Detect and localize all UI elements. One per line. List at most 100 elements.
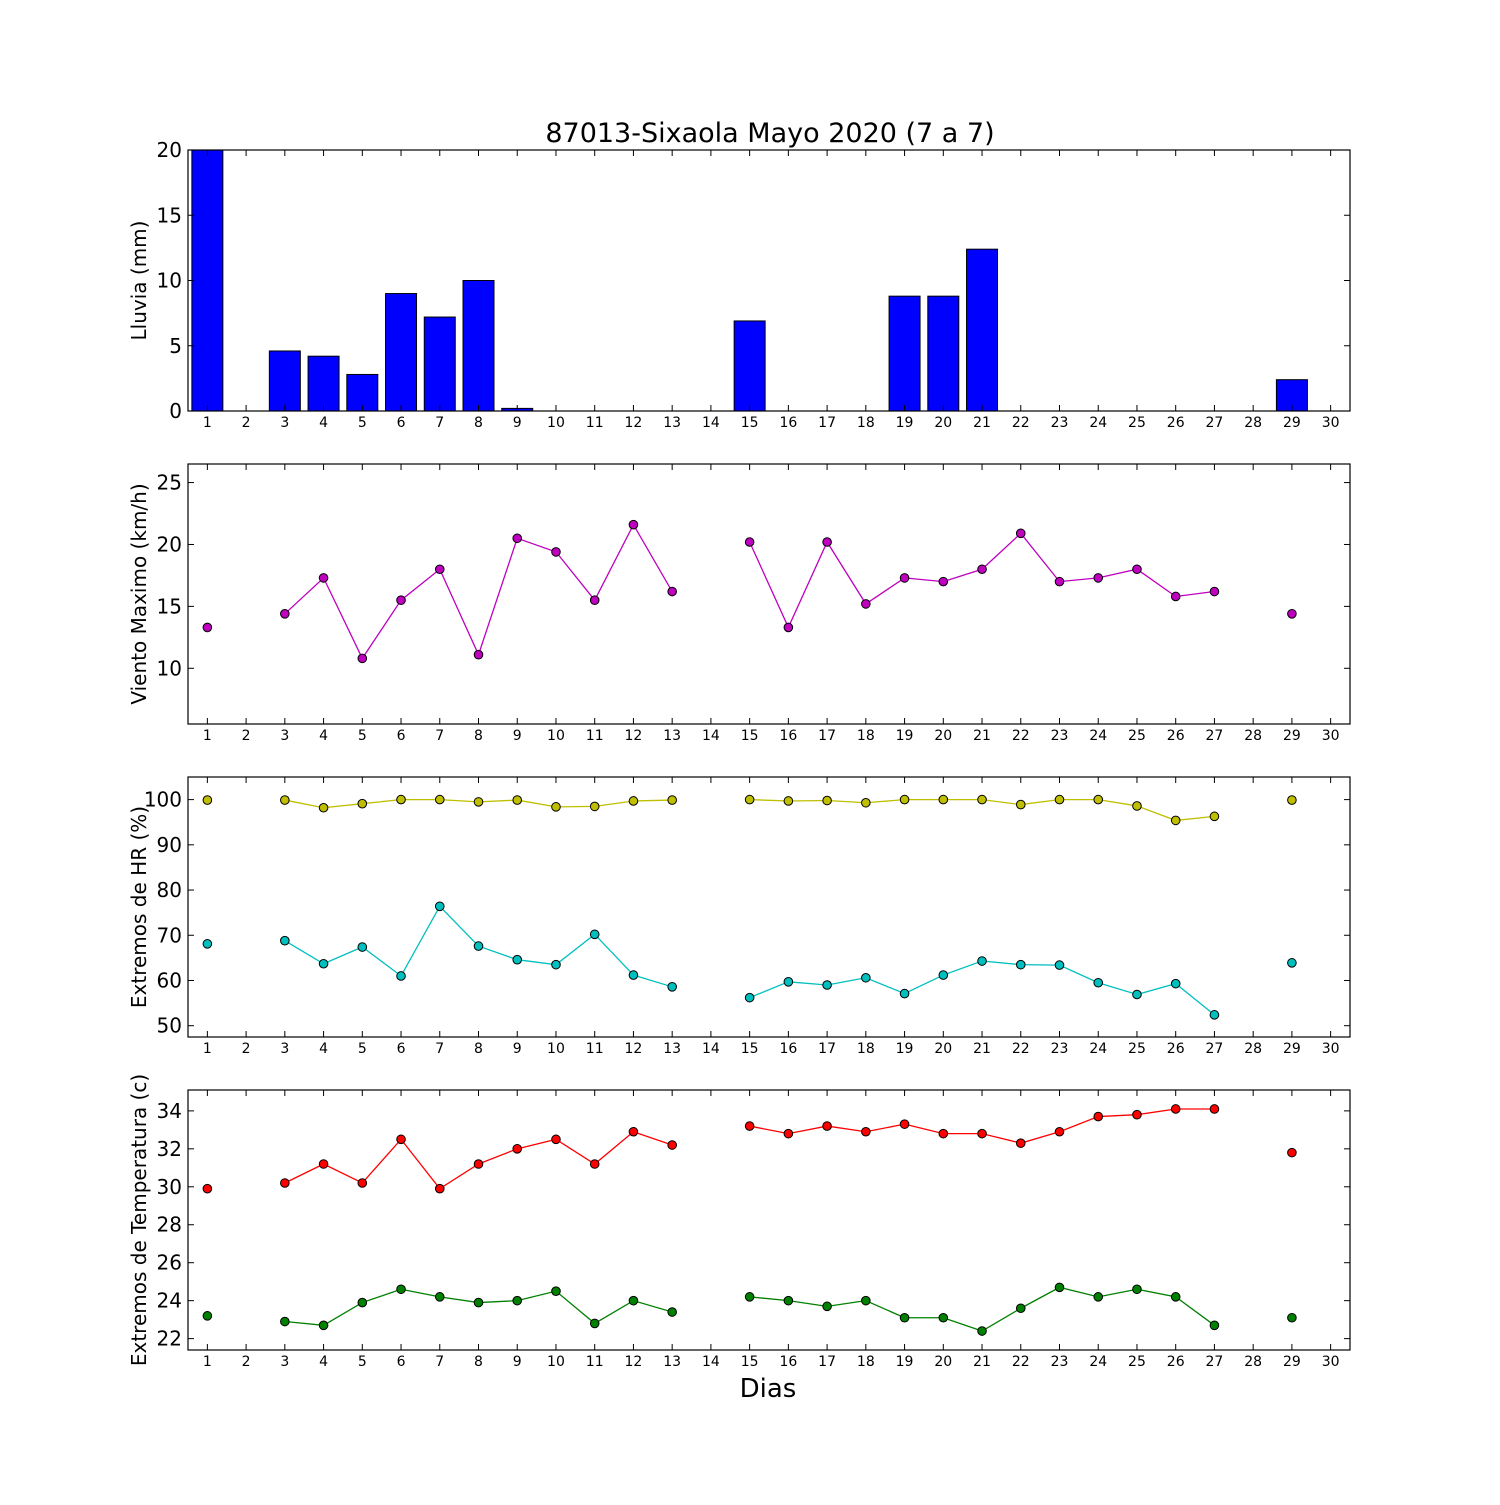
- data-point-day-24: [1093, 977, 1104, 988]
- data-point-day-13: [667, 1307, 677, 1317]
- data-point-day-16: [783, 1295, 794, 1306]
- data-point-day-11: [589, 595, 600, 605]
- data-point-day-23: [1054, 1282, 1065, 1293]
- axes-frame: [187, 776, 1351, 1038]
- data-point-day-7: [434, 901, 445, 912]
- x-tick-label: 19: [896, 728, 914, 744]
- x-tick-label: 20: [934, 1041, 952, 1057]
- bar-day-21: [966, 248, 999, 412]
- data-point-day-26: [1170, 1292, 1181, 1302]
- x-tick-label: 21: [973, 728, 991, 744]
- x-tick-label: 9: [513, 415, 522, 431]
- bar-day-5: [346, 373, 379, 412]
- data-point-day-7: [434, 564, 445, 575]
- x-tick-label: 27: [1206, 415, 1224, 431]
- series-1: [202, 794, 1297, 826]
- x-tick-label: 22: [1012, 1041, 1030, 1057]
- y-axis-label: Extremos de Temperatura (c): [127, 1074, 151, 1366]
- x-tick-label: 1: [203, 415, 212, 431]
- x-tick-label: 23: [1051, 1041, 1069, 1057]
- data-point-day-9: [512, 533, 523, 544]
- x-tick-label: 3: [280, 728, 289, 744]
- x-tick-label: 14: [702, 728, 720, 744]
- data-point-day-10: [551, 959, 561, 970]
- x-tick-label: 17: [818, 415, 836, 431]
- data-point-day-22: [1015, 959, 1026, 970]
- x-tick-label: 10: [547, 1354, 565, 1370]
- y-tick-label: 30: [157, 1175, 182, 1199]
- data-point-day-24: [1093, 1292, 1104, 1302]
- x-tick-label: 26: [1167, 728, 1185, 744]
- data-point-day-10: [551, 1134, 561, 1145]
- data-point-day-18: [861, 1126, 871, 1137]
- x-tick-label: 13: [663, 415, 681, 431]
- data-point-day-12: [628, 796, 639, 806]
- x-tick-label: 13: [663, 1041, 681, 1057]
- x-tick-label: 7: [435, 1041, 444, 1057]
- x-tick-label: 22: [1012, 1354, 1030, 1370]
- data-point-day-4: [318, 1159, 329, 1169]
- data-point-day-6: [396, 971, 406, 981]
- data-point-day-11: [589, 929, 600, 940]
- data-point-day-18: [861, 1295, 871, 1306]
- axes-frame: [187, 1089, 1351, 1351]
- bar-day-19: [888, 295, 921, 412]
- x-tick-label: 22: [1012, 728, 1030, 744]
- data-point-day-11: [589, 1159, 600, 1169]
- x-tick-label: 7: [435, 415, 444, 431]
- x-tick-label: 29: [1283, 728, 1301, 744]
- data-point-day-5: [357, 1178, 368, 1188]
- x-tick-label: 7: [435, 1354, 444, 1370]
- y-axis-label: Lluvia (mm): [127, 221, 151, 341]
- data-point-day-11: [589, 1318, 600, 1329]
- x-tick-label: 17: [818, 1354, 836, 1370]
- data-point-day-18: [861, 972, 871, 983]
- x-tick-label: 26: [1167, 1041, 1185, 1057]
- x-tick-label: 30: [1322, 1354, 1340, 1370]
- x-tick-label: 5: [358, 415, 367, 431]
- data-point-day-15: [744, 794, 755, 805]
- data-point-day-19: [899, 573, 910, 583]
- data-point-day-16: [783, 796, 794, 806]
- bar-day-20: [927, 295, 960, 412]
- data-point-day-21: [977, 564, 987, 575]
- data-point-day-16: [783, 977, 794, 987]
- bar-day-1: [191, 149, 224, 412]
- y-tick-label: 15: [157, 203, 182, 227]
- x-tick-label: 15: [741, 415, 759, 431]
- x-tick-label: 20: [934, 1354, 952, 1370]
- x-tick-label: 3: [280, 1041, 289, 1057]
- x-tick-label: 20: [934, 728, 952, 744]
- data-point-day-9: [512, 1295, 523, 1306]
- x-tick-label: 3: [280, 415, 289, 431]
- x-tick-label: 28: [1244, 1354, 1262, 1370]
- x-tick-label: 6: [397, 1041, 406, 1057]
- x-tick-label: 16: [779, 415, 797, 431]
- x-tick-label: 16: [779, 1354, 797, 1370]
- x-tick-label: 26: [1167, 415, 1185, 431]
- data-point-day-12: [628, 1295, 639, 1306]
- x-tick-label: 30: [1322, 1041, 1340, 1057]
- x-tick-label: 24: [1089, 415, 1107, 431]
- x-tick-label: 18: [857, 415, 875, 431]
- data-point-day-15: [744, 1292, 755, 1302]
- x-tick-label: 8: [474, 1041, 483, 1057]
- data-point-day-29: [1287, 1312, 1297, 1323]
- x-tick-label: 2: [242, 1041, 251, 1057]
- x-tick-label: 11: [586, 728, 604, 744]
- y-tick-label: 0: [169, 399, 182, 423]
- data-point-day-18: [861, 797, 871, 808]
- data-point-day-15: [744, 537, 755, 547]
- x-tick-label: 5: [358, 1354, 367, 1370]
- series-2: [202, 901, 1297, 1020]
- x-tick-label: 10: [547, 1041, 565, 1057]
- data-point-day-20: [938, 1312, 949, 1323]
- x-tick-label: 30: [1322, 415, 1340, 431]
- x-tick-label: 17: [818, 1041, 836, 1057]
- data-point-day-23: [1054, 794, 1065, 805]
- data-point-day-27: [1209, 1104, 1220, 1114]
